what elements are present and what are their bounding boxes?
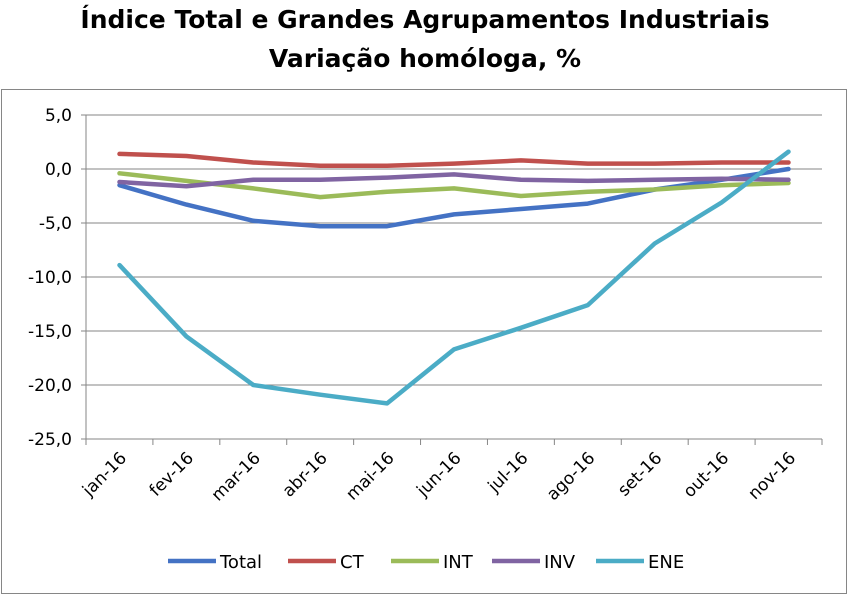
x-tick-label: abr-16 [279, 448, 332, 501]
legend-label-total: Total [219, 552, 262, 573]
chart-subtitle: Variação homóloga, % [268, 44, 582, 73]
chart-title: Índice Total e Grandes Agrupamentos Indu… [80, 5, 770, 34]
series-line-inv [117, 172, 791, 189]
y-tick-label: 5,0 [45, 106, 72, 126]
legend-label-ct: CT [340, 552, 365, 573]
series-line-ene [117, 149, 791, 406]
x-tick-label: out-16 [680, 448, 733, 501]
y-tick-label: -10,0 [28, 268, 72, 288]
legend-label-inv: INV [544, 552, 576, 573]
x-tick-label: jul-16 [484, 448, 533, 497]
y-tick-label: -20,0 [28, 376, 72, 396]
x-tick-label: nov-16 [745, 448, 801, 504]
x-tick-label: jun-16 [412, 448, 465, 501]
x-tick-label: mai-16 [342, 448, 398, 504]
legend-label-int: INT [443, 552, 474, 573]
x-tick-label: mar-16 [208, 448, 265, 505]
y-tick-label: 0,0 [45, 160, 72, 180]
series-line-ct [117, 151, 791, 169]
y-tick-label: -25,0 [28, 430, 72, 450]
y-tick-label: -5,0 [39, 214, 72, 234]
series-line-int [117, 171, 791, 200]
x-tick-label: set-16 [614, 448, 666, 500]
x-tick-label: jan-16 [78, 448, 131, 501]
chart-frame [1, 89, 847, 594]
y-tick-label: -15,0 [28, 322, 72, 342]
legend-label-ene: ENE [648, 552, 684, 573]
x-tick-label: fev-16 [146, 448, 198, 500]
x-tick-label: ago-16 [543, 448, 599, 504]
